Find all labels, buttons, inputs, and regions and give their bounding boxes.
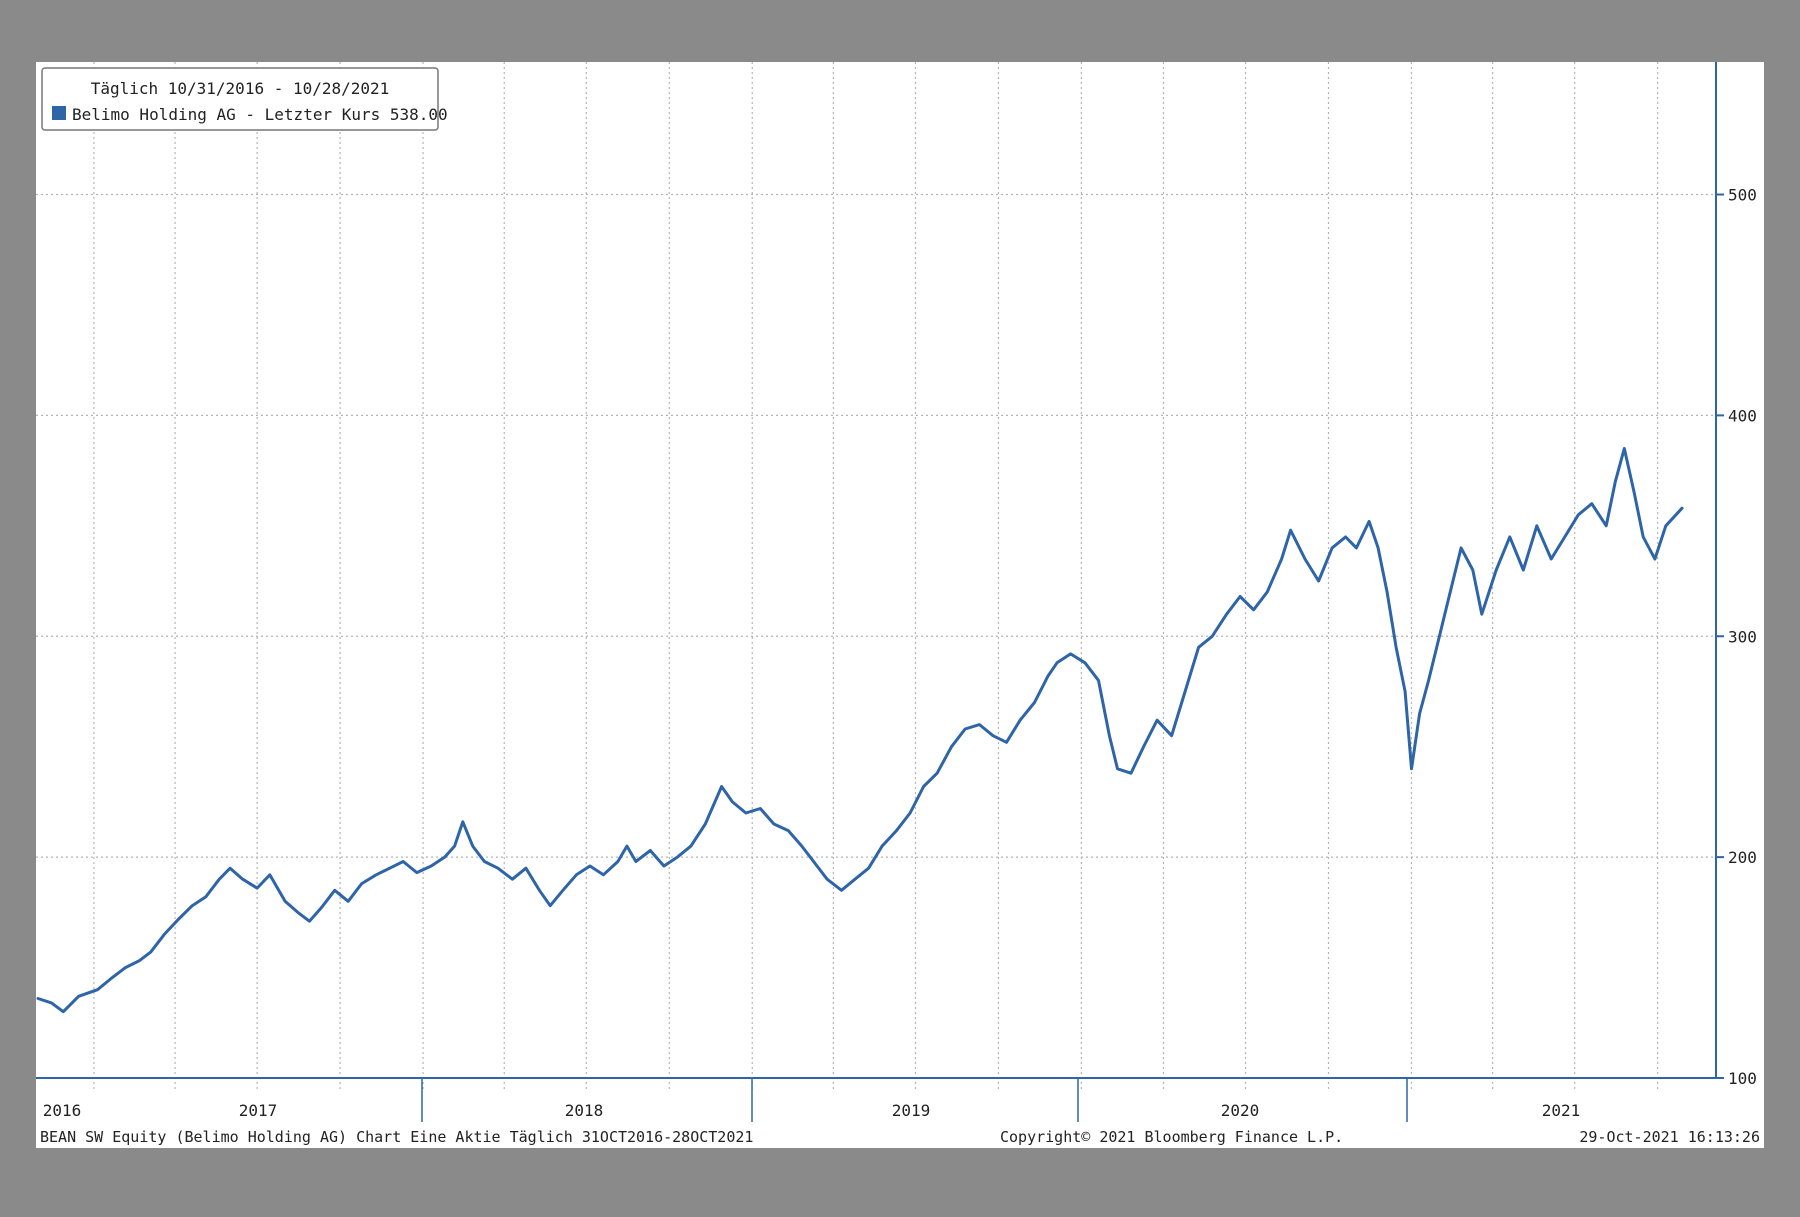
grid-lines — [36, 62, 1716, 1090]
legend-series-label: Belimo Holding AG - Letzter Kurs 538.00 — [72, 105, 448, 124]
plot-area — [36, 62, 1716, 1078]
x-tick-label: 2021 — [1542, 1101, 1581, 1120]
legend-box: Täglich 10/31/2016 - 10/28/2021 Belimo H… — [41, 67, 448, 131]
legend-header: Täglich 10/31/2016 - 10/28/2021 — [91, 79, 390, 98]
y-axis: 100 200 300 400 500 — [1715, 62, 1757, 1088]
footer-timestamp: 29-Oct-2021 16:13:26 — [1579, 1128, 1760, 1146]
x-tick-label: 2018 — [565, 1101, 604, 1120]
y-tick-label: 300 — [1728, 627, 1757, 646]
x-tick-label: 2016 — [43, 1101, 82, 1120]
legend-frame — [41, 67, 439, 131]
legend-swatch — [52, 106, 66, 120]
price-series-line — [36, 447, 1684, 1014]
y-tick-label: 200 — [1728, 848, 1757, 867]
x-tick-label: 2017 — [239, 1101, 278, 1120]
x-axis: 2016 2017 2018 2019 2020 2021 — [36, 1077, 1716, 1122]
y-tick-label: 500 — [1728, 186, 1757, 205]
y-tick-label: 100 — [1728, 1069, 1757, 1088]
footer-copyright: Copyright© 2021 Bloomberg Finance L.P. — [1000, 1128, 1343, 1146]
y-tick-label: 400 — [1728, 406, 1757, 425]
footer-left-text: BEAN SW Equity (Belimo Holding AG) Chart… — [40, 1128, 753, 1146]
x-tick-label: 2020 — [1221, 1101, 1260, 1120]
x-tick-label: 2019 — [892, 1101, 931, 1120]
